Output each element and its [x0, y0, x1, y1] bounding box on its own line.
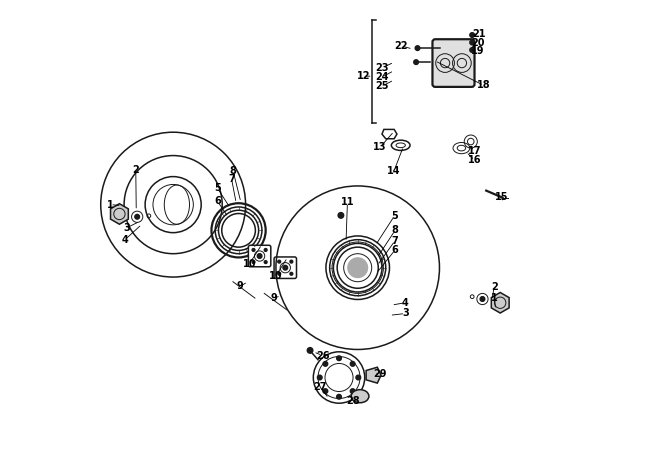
Circle shape — [337, 394, 341, 399]
FancyBboxPatch shape — [274, 257, 296, 278]
Text: 5: 5 — [214, 183, 221, 193]
Text: 18: 18 — [477, 80, 491, 91]
Polygon shape — [366, 367, 381, 383]
Circle shape — [323, 361, 328, 366]
Text: 6: 6 — [392, 245, 398, 255]
Circle shape — [470, 40, 474, 45]
Ellipse shape — [351, 390, 369, 403]
Circle shape — [317, 375, 322, 380]
Text: 15: 15 — [495, 192, 508, 202]
Circle shape — [470, 33, 474, 38]
Text: 2: 2 — [491, 282, 497, 292]
Text: 21: 21 — [473, 29, 486, 39]
Text: 26: 26 — [316, 351, 330, 360]
Text: 27: 27 — [313, 382, 327, 392]
Circle shape — [278, 260, 281, 263]
Text: 13: 13 — [373, 142, 387, 152]
Text: 22: 22 — [394, 41, 408, 51]
Circle shape — [415, 46, 420, 50]
Circle shape — [252, 261, 255, 264]
Circle shape — [265, 261, 267, 264]
Text: 2: 2 — [133, 164, 139, 174]
Text: 10: 10 — [269, 271, 283, 281]
FancyBboxPatch shape — [248, 245, 271, 267]
Circle shape — [356, 375, 361, 380]
Circle shape — [480, 297, 485, 301]
Polygon shape — [491, 292, 509, 313]
Text: 19: 19 — [471, 46, 484, 56]
Text: 11: 11 — [341, 197, 354, 207]
Polygon shape — [111, 204, 128, 224]
Text: 16: 16 — [468, 155, 481, 165]
Text: 29: 29 — [373, 369, 387, 379]
Text: 5: 5 — [391, 212, 398, 221]
Text: 20: 20 — [471, 38, 485, 47]
Circle shape — [470, 47, 474, 52]
Text: 28: 28 — [346, 396, 360, 406]
Text: 12: 12 — [357, 71, 370, 81]
Circle shape — [252, 249, 255, 251]
Text: 1: 1 — [107, 200, 114, 210]
Text: 6: 6 — [214, 196, 221, 206]
Circle shape — [290, 273, 292, 275]
Text: 9: 9 — [270, 293, 277, 303]
Circle shape — [323, 389, 328, 393]
Text: 7: 7 — [392, 235, 398, 246]
Text: 9: 9 — [237, 282, 243, 291]
Circle shape — [350, 389, 355, 393]
Text: 4: 4 — [402, 298, 409, 308]
Text: 23: 23 — [376, 63, 389, 73]
Text: 24: 24 — [375, 72, 389, 82]
Text: 8: 8 — [229, 165, 237, 175]
Circle shape — [283, 266, 287, 270]
Circle shape — [338, 212, 344, 218]
Text: 14: 14 — [387, 165, 401, 175]
Circle shape — [337, 356, 341, 360]
Circle shape — [290, 260, 292, 263]
Circle shape — [278, 273, 281, 275]
Text: 1: 1 — [491, 293, 498, 303]
Text: 25: 25 — [375, 81, 388, 92]
Text: 4: 4 — [122, 235, 129, 245]
Circle shape — [414, 60, 419, 64]
Text: 7: 7 — [228, 174, 235, 184]
Circle shape — [257, 254, 262, 258]
FancyBboxPatch shape — [432, 39, 474, 87]
Text: 3: 3 — [123, 223, 130, 233]
Text: 10: 10 — [242, 259, 256, 269]
Circle shape — [265, 249, 267, 251]
Text: 17: 17 — [468, 146, 481, 156]
Circle shape — [135, 214, 140, 219]
Circle shape — [307, 348, 313, 353]
Circle shape — [348, 258, 367, 277]
Text: 8: 8 — [392, 225, 398, 235]
Text: 3: 3 — [402, 308, 409, 319]
Circle shape — [350, 361, 355, 366]
